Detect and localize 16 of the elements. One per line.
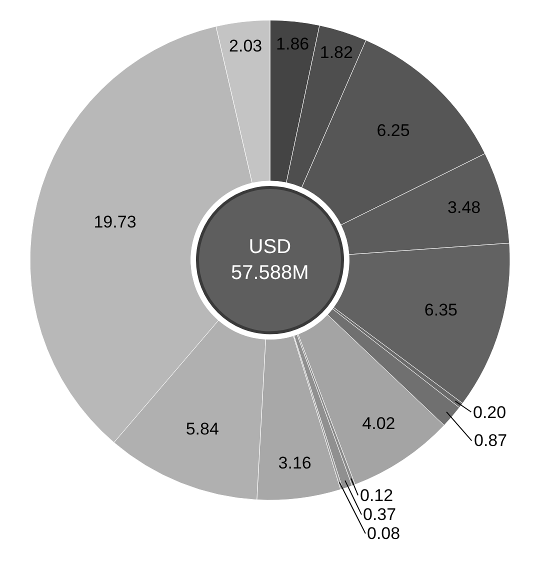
data-label: 6.35 [424,300,458,320]
data-label: 5.84 [186,419,219,438]
data-label: 1.86 [276,34,310,54]
data-label: 4.02 [362,414,396,434]
data-label: 0.12 [360,486,394,505]
data-label: 3.16 [278,453,312,472]
data-label: 3.48 [448,198,481,217]
data-label: 19.73 [94,212,136,232]
data-label: 2.03 [229,36,262,56]
data-label: 0.87 [474,431,508,450]
data-label: 1.82 [320,43,353,62]
data-label: 0.20 [473,403,506,422]
data-label: 0.37 [363,505,396,524]
data-label: 0.08 [367,524,400,543]
text: USD 57.588M [231,236,309,284]
data-label: 6.25 [376,121,410,140]
